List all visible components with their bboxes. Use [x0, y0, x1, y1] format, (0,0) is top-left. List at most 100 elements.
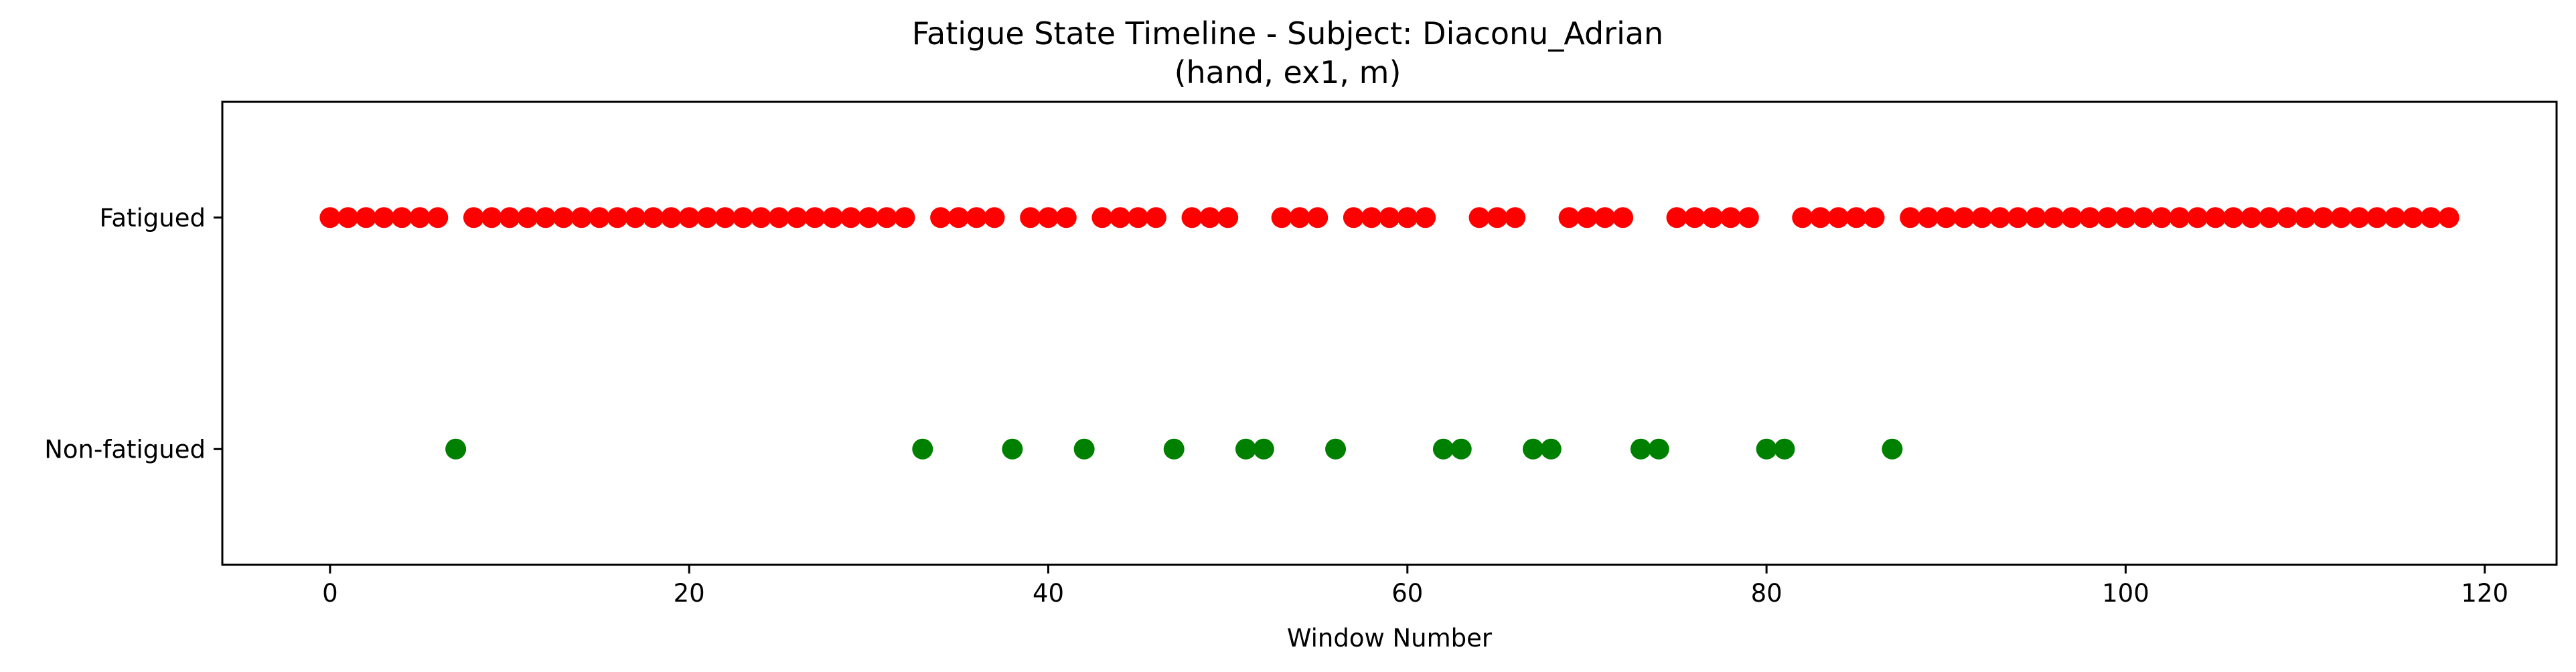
fatigued-point	[535, 207, 556, 228]
fatigued-point	[1397, 207, 1418, 228]
non-fatigued-point	[1540, 438, 1562, 460]
fatigued-point	[2330, 207, 2352, 228]
fatigued-point	[625, 207, 646, 228]
fatigued-point	[2241, 207, 2262, 228]
fatigued-point	[840, 207, 862, 228]
fatigued-point	[750, 207, 771, 228]
non-fatigued-point	[1523, 438, 1544, 460]
fatigued-point	[1810, 207, 1831, 228]
fatigued-point	[1038, 207, 1059, 228]
non-fatigued-point	[1774, 438, 1795, 460]
fatigued-point	[2133, 207, 2154, 228]
fatigued-point	[1576, 207, 1598, 228]
fatigued-point	[1343, 207, 1364, 228]
fatigued-point	[822, 207, 844, 228]
chart-title: Fatigue State Timeline - Subject: Diacon…	[912, 15, 1663, 52]
fatigued-point	[2259, 207, 2280, 228]
fatigued-point	[2438, 207, 2459, 228]
fatigued-point	[1307, 207, 1329, 228]
fatigued-point	[1666, 207, 1687, 228]
fatigued-point	[678, 207, 700, 228]
plot-area	[221, 100, 2558, 566]
fatigued-point	[733, 207, 754, 228]
fatigued-point	[948, 207, 969, 228]
fatigued-point	[1199, 207, 1221, 228]
non-fatigued-point	[1235, 438, 1256, 460]
x-axis: 0 20 40 60 80 100 120	[322, 565, 2508, 608]
fatigued-point	[1379, 207, 1400, 228]
fatigued-point	[2079, 207, 2101, 228]
data-points	[319, 207, 2459, 460]
non-fatigued-point	[1648, 438, 1669, 460]
fatigued-point	[1145, 207, 1166, 228]
fatigued-point	[2366, 207, 2388, 228]
x-tick-label: 80	[1751, 579, 1783, 608]
y-tick-label: Fatigued	[99, 204, 206, 232]
fatigued-point	[2007, 207, 2029, 228]
non-fatigued-point	[445, 438, 467, 460]
x-tick-label: 0	[322, 579, 338, 608]
fatigued-point	[876, 207, 897, 228]
x-tick-label: 120	[2461, 579, 2508, 608]
fatigued-point	[2384, 207, 2406, 228]
non-fatigued-point	[912, 438, 933, 460]
fatigued-point	[768, 207, 789, 228]
fatigued-point	[2061, 207, 2082, 228]
x-tick-label: 60	[1391, 579, 1423, 608]
fatigued-point	[552, 207, 574, 228]
fatigued-point	[2169, 207, 2190, 228]
non-fatigued-point	[1002, 438, 1023, 460]
fatigued-point	[2295, 207, 2316, 228]
fatigued-point	[1217, 207, 1239, 228]
fatigued-point	[1487, 207, 1508, 228]
fatigued-point	[2151, 207, 2172, 228]
fatigued-point	[2097, 207, 2119, 228]
fatigued-point	[1289, 207, 1310, 228]
fatigued-point	[894, 207, 915, 228]
fatigued-point	[1415, 207, 1436, 228]
x-tick-label: 20	[674, 579, 705, 608]
fatigued-point	[1505, 207, 1526, 228]
fatigued-point	[1738, 207, 1759, 228]
fatigued-point	[714, 207, 736, 228]
fatigued-point	[1055, 207, 1077, 228]
fatigued-point	[319, 207, 341, 228]
fatigued-point	[499, 207, 520, 228]
non-fatigued-point	[1756, 438, 1777, 460]
fatigued-point	[1864, 207, 1885, 228]
fatigued-point	[643, 207, 664, 228]
fatigued-point	[1468, 207, 1490, 228]
non-fatigued-point	[1253, 438, 1274, 460]
fatigued-point	[696, 207, 718, 228]
fatigued-point	[1684, 207, 1706, 228]
fatigued-point	[1558, 207, 1580, 228]
non-fatigued-point	[1325, 438, 1347, 460]
non-fatigued-point	[1432, 438, 1454, 460]
non-fatigued-point	[1163, 438, 1185, 460]
fatigued-point	[1989, 207, 2011, 228]
fatigued-point	[1971, 207, 1993, 228]
fatigued-point	[373, 207, 394, 228]
fatigued-point	[2205, 207, 2226, 228]
fatigued-point	[786, 207, 808, 228]
non-fatigued-point	[1882, 438, 1903, 460]
fatigued-point	[481, 207, 502, 228]
fatigued-point	[1900, 207, 1921, 228]
fatigued-point	[337, 207, 359, 228]
fatigued-point	[2222, 207, 2244, 228]
fatigued-point	[2277, 207, 2298, 228]
fatigued-point	[356, 207, 377, 228]
fatigued-point	[2312, 207, 2334, 228]
chart-subtitle: (hand, ex1, m)	[1175, 54, 1401, 90]
non-fatigued-point	[1450, 438, 1472, 460]
fatigued-point	[607, 207, 628, 228]
fatigued-point	[858, 207, 879, 228]
fatigued-point	[1953, 207, 1975, 228]
fatigued-point	[1792, 207, 1813, 228]
fatigued-point	[1917, 207, 1939, 228]
x-axis-label: Window Number	[1287, 624, 1493, 653]
fatigued-point	[1091, 207, 1113, 228]
fatigued-point	[1110, 207, 1131, 228]
non-fatigued-point	[1630, 438, 1651, 460]
